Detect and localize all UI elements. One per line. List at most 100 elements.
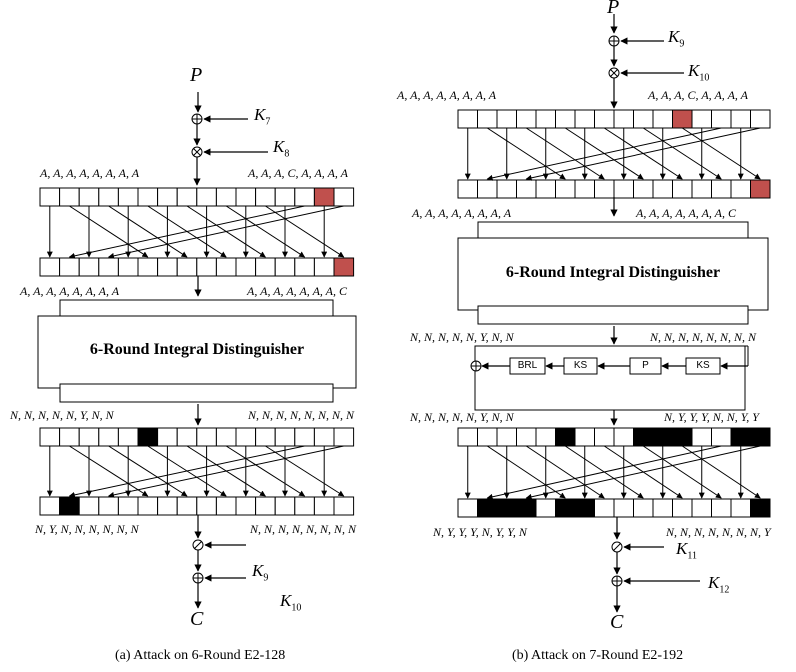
state-byte-cell: [457, 427, 478, 447]
round-key-label: K9: [668, 27, 685, 50]
state-byte-cell: [730, 179, 751, 199]
brl-box: BRL: [517, 360, 538, 371]
state-byte-cell: [516, 179, 537, 199]
state-byte-cell: [196, 496, 217, 516]
state-byte-cell: [535, 427, 556, 447]
state-byte-cell: [98, 496, 119, 516]
state-byte-cell: [652, 498, 673, 518]
state-byte-cell: [496, 498, 517, 518]
state-byte-cell: [730, 498, 751, 518]
state-bytes-row: [39, 427, 355, 447]
state-byte-cell: [594, 179, 615, 199]
state-byte-cell: [750, 109, 771, 129]
state-byte-cell: [39, 187, 61, 207]
byte-permutation: [464, 445, 761, 500]
byte-permutation: [46, 445, 345, 498]
state-byte-cell: [235, 496, 257, 516]
state-byte-cell: [333, 427, 355, 447]
state-byte-cell: [633, 427, 654, 447]
state-byte-cell: [255, 187, 276, 207]
input-pattern-left: A, A, A, A, A, A, A, A: [397, 88, 497, 102]
state-byte-cell: [98, 257, 119, 277]
byte-permutation: [464, 127, 761, 181]
state-byte-cell: [535, 109, 556, 129]
ks-box: KS: [573, 360, 588, 371]
permutation-wire: [486, 445, 566, 499]
permutation-wire: [265, 205, 345, 258]
state-bytes-row: [457, 427, 771, 447]
state-byte-cell: [613, 109, 634, 129]
distinguisher-title: 6-Round Integral Distinguisher: [505, 264, 721, 281]
state-byte-cell: [691, 427, 712, 447]
permutation-wire: [681, 127, 761, 180]
state-byte-cell: [750, 427, 771, 447]
state-byte-cell: [516, 427, 537, 447]
round-key-label: K11: [676, 539, 697, 562]
permutation-wire: [681, 445, 761, 499]
state-byte-cell: [477, 179, 498, 199]
state-byte-cell: [594, 109, 615, 129]
plaintext-label: P: [190, 64, 203, 86]
state-byte-cell: [457, 109, 478, 129]
distinguisher-input-right: A, A, A, A, A, A, A, C: [247, 284, 348, 298]
state-byte-cell: [78, 427, 100, 447]
state-byte-cell: [477, 498, 498, 518]
state-byte-cell: [672, 427, 693, 447]
state-byte-cell: [313, 187, 335, 207]
state-byte-cell: [574, 179, 595, 199]
state-byte-cell: [711, 109, 732, 129]
state-byte-cell: [711, 179, 732, 199]
state-byte-cell: [555, 427, 576, 447]
round-key-label: K10: [688, 61, 710, 84]
round-output-left: N, N, N, N, N, Y, N, N: [410, 410, 514, 424]
permutation-wire: [525, 127, 605, 180]
state-byte-cell: [613, 498, 634, 518]
state-byte-cell: [274, 257, 296, 277]
state-byte-cell: [613, 179, 634, 199]
output-pattern-left: N, Y, N, N, N, N, N, N: [35, 522, 139, 536]
distinguisher-output-left: N, N, N, N, N, Y, N, N: [410, 330, 514, 344]
state-byte-cell: [313, 427, 335, 447]
state-byte-cell: [39, 496, 61, 516]
state-byte-cell: [117, 496, 139, 516]
state-byte-cell: [157, 427, 178, 447]
permutation-wire: [486, 445, 722, 500]
state-byte-cell: [98, 427, 119, 447]
state-byte-cell: [59, 496, 80, 516]
permutation-wire: [69, 445, 149, 497]
state-byte-cell: [294, 257, 315, 277]
state-byte-cell: [711, 427, 732, 447]
state-byte-cell: [59, 427, 80, 447]
state-byte-cell: [594, 427, 615, 447]
state-byte-cell: [457, 498, 478, 518]
permutation-wire: [108, 445, 344, 498]
caption-b: (b) Attack on 7-Round E2-192: [512, 648, 684, 663]
state-byte-cell: [235, 427, 257, 447]
state-byte-cell: [633, 179, 654, 199]
state-byte-cell: [235, 187, 257, 207]
state-byte-cell: [730, 109, 751, 129]
state-byte-cell: [274, 427, 296, 447]
distinguisher-output-right: N, N, N, N, N, N, N, N: [248, 408, 355, 422]
state-byte-cell: [535, 179, 556, 199]
output-pattern-right: N, N, N, N, N, N, N, N: [250, 522, 357, 536]
distinguisher-input-left: A, A, A, A, A, A, A, A: [412, 206, 512, 220]
permutation-wire: [108, 205, 188, 258]
state-byte-cell: [39, 257, 61, 277]
round-key-label: K12: [708, 573, 730, 596]
state-byte-cell: [196, 427, 217, 447]
panel-b: [457, 14, 771, 613]
state-byte-cell: [294, 496, 315, 516]
state-byte-cell: [672, 179, 693, 199]
state-byte-cell: [98, 187, 119, 207]
state-byte-cell: [555, 179, 576, 199]
state-byte-cell: [652, 109, 673, 129]
state-byte-cell: [176, 427, 198, 447]
state-byte-cell: [59, 187, 80, 207]
permutation-wire: [108, 205, 344, 259]
plaintext-label: P: [607, 0, 620, 18]
byte-permutation: [46, 205, 345, 259]
permutation-wire: [486, 127, 566, 180]
distinguisher-output-right: N, N, N, N, N, N, N, N: [650, 330, 757, 344]
state-byte-cell: [691, 498, 712, 518]
